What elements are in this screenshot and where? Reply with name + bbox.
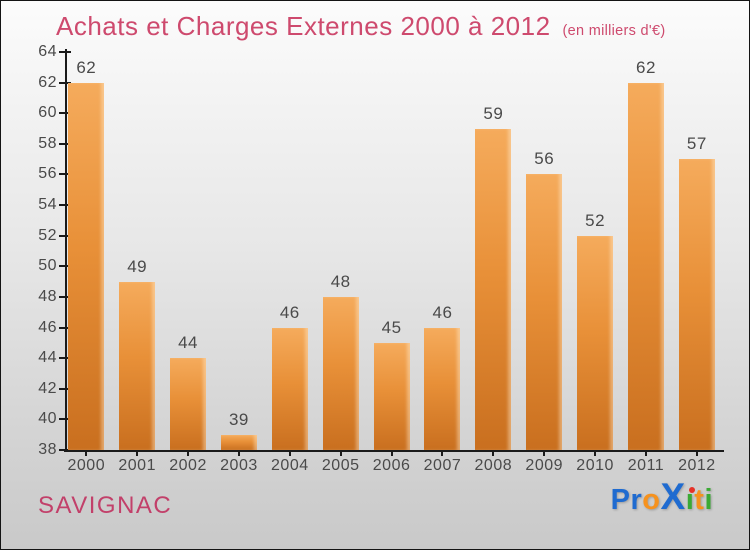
bar-value-label: 62 [76, 57, 97, 77]
x-axis-tick [594, 452, 597, 456]
x-axis-tick-label: 2000 [67, 457, 106, 474]
x-axis-tick [237, 452, 240, 456]
x-axis-tick-label: 2004 [271, 457, 309, 474]
bar-2000 [68, 82, 105, 450]
bar-value-label: 56 [534, 149, 555, 169]
y-axis-tick-label: 44 [38, 349, 57, 367]
x-axis-line [64, 450, 724, 452]
y-axis-line [65, 49, 67, 452]
logo-letter: i [704, 484, 713, 516]
chart-subtitle: (en milliers d'€) [562, 23, 666, 39]
x-axis-tick [492, 452, 495, 456]
x-axis-tick [288, 452, 291, 456]
x-axis-tick-label: 2010 [576, 457, 614, 474]
y-axis-tick-label: 52 [38, 226, 57, 244]
y-axis-tick [59, 357, 71, 360]
bar-2008 [475, 128, 512, 450]
bar-2011 [627, 82, 664, 450]
bar-value-label: 48 [330, 271, 351, 291]
bar-value-label: 52 [585, 210, 606, 230]
logo-letter: ı [685, 484, 695, 516]
x-axis-tick [441, 452, 444, 456]
y-axis-tick [59, 234, 71, 237]
y-axis-tick [59, 326, 71, 329]
bar-value-label: 46 [432, 302, 453, 322]
logo-letter: t [694, 484, 705, 516]
y-axis-tick-label: 46 [38, 318, 57, 336]
x-axis-tick-label: 2006 [372, 457, 411, 474]
y-axis-tick [59, 387, 71, 390]
bar-value-label: 46 [279, 302, 300, 322]
y-axis-tick-label: 64 [38, 43, 57, 60]
organization-name: SAVIGNAC [38, 492, 173, 519]
bar-2007 [424, 327, 461, 450]
y-axis-tick [59, 112, 71, 115]
x-axis-tick [695, 452, 698, 456]
y-axis-tick-label: 40 [38, 410, 57, 428]
logo-letter: o [642, 484, 661, 516]
bar-2006 [373, 342, 410, 450]
x-axis-tick-label: 2003 [220, 457, 258, 474]
bar-2009 [526, 174, 563, 450]
x-axis-tick-label: 2009 [525, 457, 564, 474]
bar-2001 [119, 281, 156, 450]
x-axis-tick [339, 452, 342, 456]
x-axis-tick [543, 452, 546, 456]
bar-2012 [678, 159, 715, 450]
bar-value-label: 57 [686, 134, 707, 154]
x-axis-tick [136, 452, 139, 456]
y-axis-tick [59, 173, 71, 176]
y-axis-tick [59, 265, 71, 268]
bar-2002 [170, 358, 207, 450]
x-axis-tick [85, 452, 88, 456]
x-axis-tick-label: 2011 [627, 457, 665, 474]
y-axis-tick-label: 58 [38, 134, 57, 152]
x-axis-tick [187, 452, 190, 456]
logo-letter: r [630, 484, 643, 516]
y-axis-tick-label: 54 [38, 196, 57, 214]
x-axis-tick-label: 2005 [321, 457, 360, 474]
bar-2010 [577, 235, 614, 450]
y-axis-tick [59, 81, 71, 84]
x-axis-tick-label: 2001 [118, 457, 156, 474]
bar-value-label: 62 [636, 57, 656, 77]
y-axis-tick [59, 204, 71, 207]
y-axis-tick-label: 48 [38, 287, 57, 305]
y-axis-tick [59, 142, 71, 145]
x-axis-tick [644, 452, 647, 456]
logo-letter: X [660, 476, 686, 517]
bar-value-label: 39 [228, 409, 249, 429]
bar-2003 [220, 434, 257, 450]
chart-header: Achats et Charges Externes 2000 à 2012 (… [56, 11, 665, 42]
y-axis-tick [59, 418, 71, 421]
bar-value-label: 59 [483, 103, 504, 123]
y-axis-tick-label: 42 [38, 379, 57, 397]
y-axis-tick [59, 295, 71, 298]
y-axis-tick [59, 51, 71, 53]
x-axis-tick-label: 2008 [474, 457, 513, 474]
bar-value-label: 45 [381, 317, 402, 337]
x-axis-tick-label: 2012 [678, 457, 716, 474]
chart-title: Achats et Charges Externes 2000 à 2012 [56, 11, 551, 41]
bar-2004 [271, 327, 308, 450]
y-axis-tick-label: 60 [38, 104, 57, 122]
bar-value-label: 49 [127, 256, 148, 276]
y-axis-tick-label: 62 [38, 73, 57, 91]
logo-letter: P [610, 484, 631, 516]
y-axis-tick-label: 50 [38, 257, 57, 275]
x-axis-tick-label: 2007 [423, 457, 462, 474]
y-axis-tick-label: 56 [38, 165, 57, 183]
x-axis-tick-label: 2002 [169, 457, 207, 474]
bar-value-label: 44 [178, 333, 198, 353]
y-axis-tick-label: 38 [38, 441, 57, 458]
bar-2005 [322, 296, 359, 450]
y-axis-tick [59, 449, 71, 451]
logo-i-dot [688, 487, 695, 493]
x-axis-tick [390, 452, 393, 456]
